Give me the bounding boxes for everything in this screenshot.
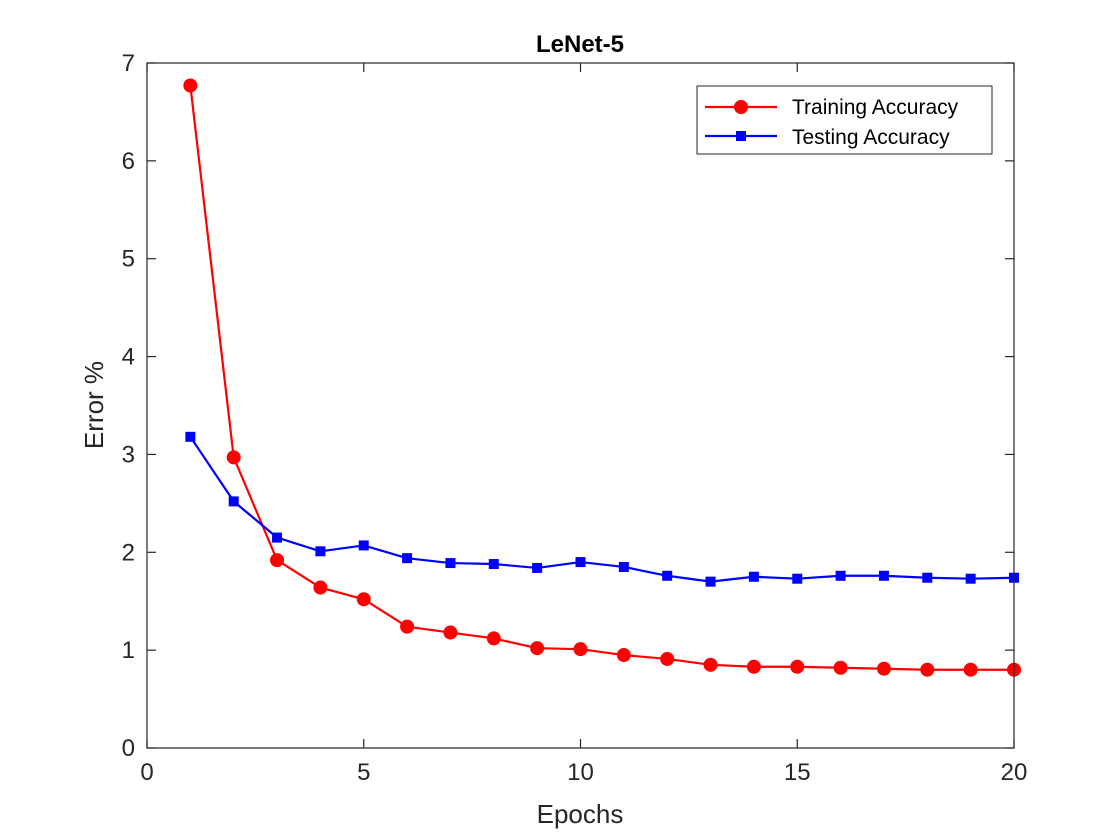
y-tick-label: 4 (122, 344, 135, 371)
series-line-training-accuracy (189, 85, 1014, 671)
data-point-testing-accuracy (878, 570, 889, 581)
legend-box (696, 85, 993, 155)
data-point-training-accuracy (616, 648, 631, 663)
data-point-testing-accuracy (402, 553, 413, 564)
data-point-testing-accuracy (445, 558, 456, 569)
data-point-training-accuracy (313, 580, 328, 595)
y-tick-label: 2 (122, 539, 135, 566)
data-point-training-accuracy (226, 450, 241, 465)
data-point-training-accuracy (746, 659, 761, 674)
x-axis-label: Epochs (537, 799, 624, 829)
y-axis-label: Error % (79, 361, 109, 449)
data-point-training-accuracy (400, 619, 415, 634)
y-tick-label: 0 (122, 735, 135, 762)
data-point-testing-accuracy (965, 573, 976, 584)
y-tick-label: 1 (122, 637, 135, 664)
data-point-testing-accuracy (185, 431, 196, 442)
x-tick-label: 5 (357, 759, 370, 786)
data-point-testing-accuracy (358, 540, 369, 551)
series-line-testing-accuracy (189, 436, 1015, 583)
data-point-training-accuracy (660, 651, 675, 666)
data-point-testing-accuracy (315, 546, 326, 557)
data-point-testing-accuracy (228, 496, 239, 507)
data-point-training-accuracy (270, 553, 285, 568)
data-point-training-accuracy (833, 660, 848, 675)
y-tick-label: 5 (122, 246, 135, 273)
y-tick-label: 6 (122, 148, 135, 175)
x-tick-label: 0 (140, 759, 153, 786)
x-tick-label: 15 (784, 759, 811, 786)
y-tick-label: 7 (122, 50, 135, 77)
legend-marker-training (734, 100, 748, 114)
legend: Training Accuracy Testing Accuracy (696, 85, 993, 155)
y-tick-label: 3 (122, 441, 135, 468)
data-point-testing-accuracy (575, 557, 586, 568)
data-point-training-accuracy (183, 78, 198, 93)
data-point-testing-accuracy (488, 559, 499, 570)
data-point-testing-accuracy (532, 562, 543, 573)
data-point-testing-accuracy (792, 573, 803, 584)
data-point-training-accuracy (876, 661, 891, 676)
legend-label-training: Training Accuracy (792, 96, 959, 119)
data-point-training-accuracy (443, 625, 458, 640)
legend-label-testing: Testing Accuracy (792, 126, 950, 149)
ticks-layer: 0 5 10 15 20 0 1 2 3 4 5 6 7 (122, 50, 1028, 786)
data-point-testing-accuracy (835, 570, 846, 581)
data-point-testing-accuracy (662, 570, 673, 581)
data-point-testing-accuracy (748, 571, 759, 582)
data-point-testing-accuracy (272, 532, 283, 543)
data-point-training-accuracy (790, 659, 805, 674)
data-point-testing-accuracy (618, 561, 629, 572)
plot-area (147, 63, 1014, 748)
chart-title: LeNet-5 (536, 31, 624, 58)
data-point-testing-accuracy (922, 572, 933, 583)
legend-marker-testing (736, 131, 746, 141)
data-point-testing-accuracy (705, 576, 716, 587)
data-point-training-accuracy (356, 592, 371, 607)
data-point-training-accuracy (703, 657, 718, 672)
data-point-training-accuracy (963, 662, 978, 677)
data-point-training-accuracy (573, 642, 588, 657)
data-point-training-accuracy (486, 631, 501, 646)
x-tick-label: 10 (567, 759, 594, 786)
data-point-training-accuracy (530, 641, 545, 656)
data-point-training-accuracy (920, 662, 935, 677)
x-tick-label: 20 (1001, 759, 1028, 786)
